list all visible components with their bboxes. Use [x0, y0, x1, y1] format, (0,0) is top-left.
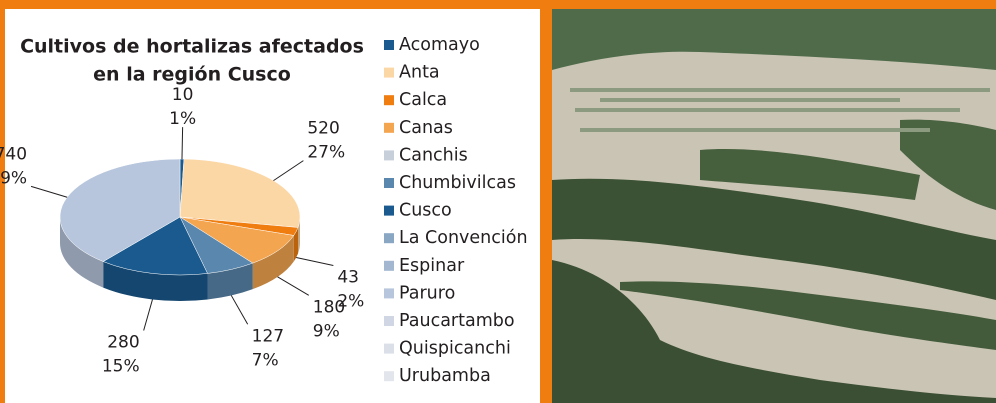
legend-label: Chumbivilcas: [399, 173, 516, 193]
leader-line: [182, 127, 183, 159]
chart-title: Cultivos de hortalizas afectados: [20, 36, 364, 58]
legend-label: Canas: [399, 118, 453, 138]
legend-swatch: [384, 233, 394, 243]
separator: [540, 0, 552, 403]
legend-label: Anta: [399, 63, 440, 83]
percent-label: 9%: [313, 321, 340, 341]
legend-label: Quispicanchi: [399, 339, 511, 359]
percent-label: 27%: [307, 143, 345, 163]
legend-label: Espinar: [399, 256, 465, 276]
legend-label: Canchis: [399, 145, 468, 165]
percent-label: 15%: [102, 357, 140, 377]
value-label: 127: [252, 326, 284, 346]
value-label: 520: [307, 119, 339, 139]
legend-swatch: [384, 344, 394, 354]
legend-swatch: [384, 150, 394, 160]
legend-swatch: [384, 68, 394, 78]
legend-label: Paucartambo: [399, 311, 515, 331]
legend-label: Calca: [399, 90, 447, 110]
legend-swatch: [384, 288, 394, 298]
percent-label: 1%: [169, 109, 196, 129]
value-label: 43: [337, 268, 359, 288]
legend-label: La Convención: [399, 228, 528, 248]
legend-swatch: [384, 206, 394, 216]
photo: [552, 9, 996, 403]
legend-swatch: [384, 316, 394, 326]
legend-label: Acomayo: [399, 35, 480, 55]
legend-swatch: [384, 40, 394, 50]
value-label: 180: [313, 297, 345, 317]
legend-label: Cusco: [399, 201, 452, 221]
legend-label: Urubamba: [399, 366, 491, 386]
left-border: [0, 0, 5, 403]
legend-swatch: [384, 371, 394, 381]
percent-label: 39%: [0, 168, 27, 188]
chart: Cultivos de hortalizas afectados en la r…: [0, 0, 996, 403]
legend-swatch: [384, 123, 394, 133]
chart-title: en la región Cusco: [93, 64, 291, 86]
legend-swatch: [384, 178, 394, 188]
page: {"chart_data": {"type": "pie3d", "title_…: [0, 0, 996, 403]
percent-label: 7%: [252, 350, 279, 370]
legend-swatch: [384, 95, 394, 105]
value-label: 280: [107, 333, 139, 353]
value-label: 740: [0, 144, 27, 164]
top-border: [0, 0, 996, 9]
legend-swatch: [384, 261, 394, 271]
legend-label: Paruro: [399, 283, 455, 303]
value-label: 10: [172, 85, 194, 105]
